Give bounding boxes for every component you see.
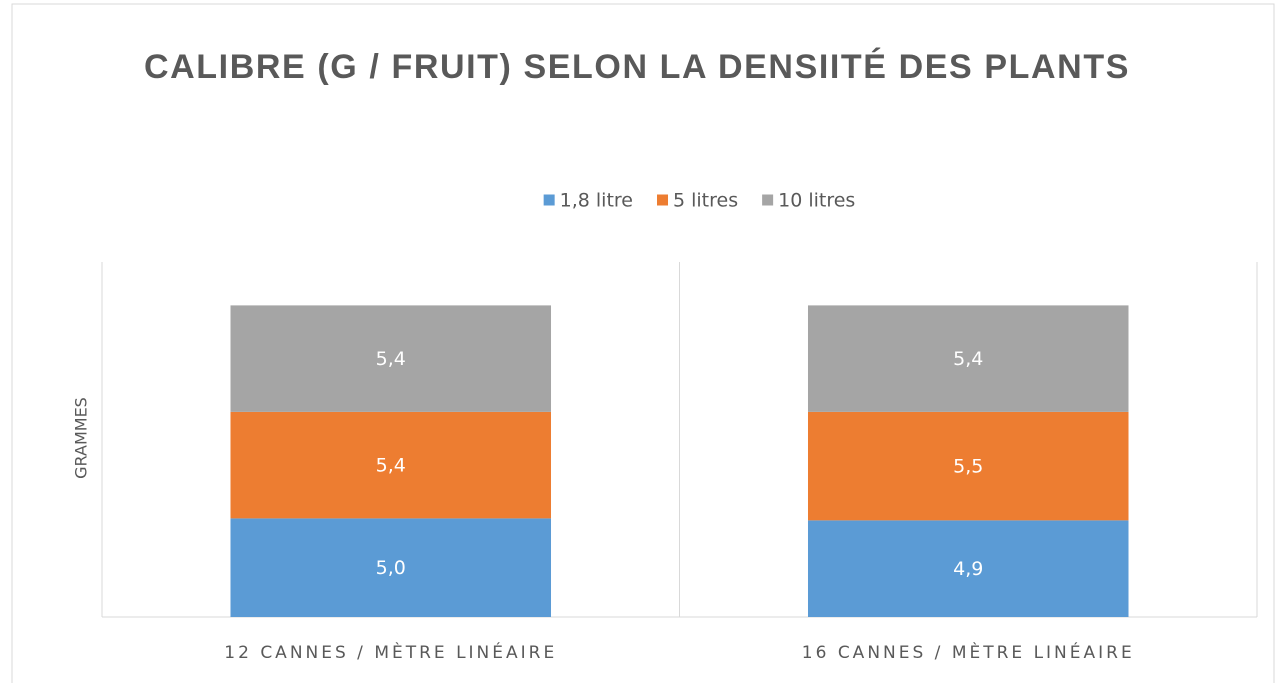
bar-segment	[807, 520, 1129, 617]
legend-label: 5 litres	[673, 190, 738, 212]
data-label: 5,4	[376, 348, 406, 370]
legend-item: 1,8 litre	[543, 190, 633, 212]
legend-label: 1,8 litre	[560, 190, 633, 212]
data-label: 5,0	[376, 557, 406, 579]
x-tick-label: 12 CANNES / MÈTRE LINÉAIRE	[224, 641, 557, 663]
legend-swatch	[762, 194, 774, 206]
bar-segment	[807, 411, 1129, 521]
y-axis-label: GRAMMES	[72, 397, 91, 479]
data-label: 4,9	[953, 558, 983, 580]
bar-segment	[230, 305, 552, 412]
data-label: 5,4	[953, 348, 983, 370]
bar-segment	[230, 518, 552, 617]
bar-segment	[230, 411, 552, 519]
x-tick-label: 16 CANNES / MÈTRE LINÉAIRE	[802, 641, 1135, 663]
data-label: 5,4	[376, 455, 406, 477]
chart-frame	[11, 3, 1275, 683]
bar-segment	[807, 305, 1129, 412]
legend-swatch	[543, 194, 555, 206]
legend-swatch	[657, 194, 669, 206]
legend-label: 10 litres	[778, 190, 855, 212]
data-label: 5,5	[953, 456, 983, 478]
legend-item: 5 litres	[657, 190, 738, 212]
chart-title: CALIBRE (G / FRUIT) SELON LA DENSIITÉ DE…	[143, 48, 1130, 86]
legend-item: 10 litres	[762, 190, 855, 212]
